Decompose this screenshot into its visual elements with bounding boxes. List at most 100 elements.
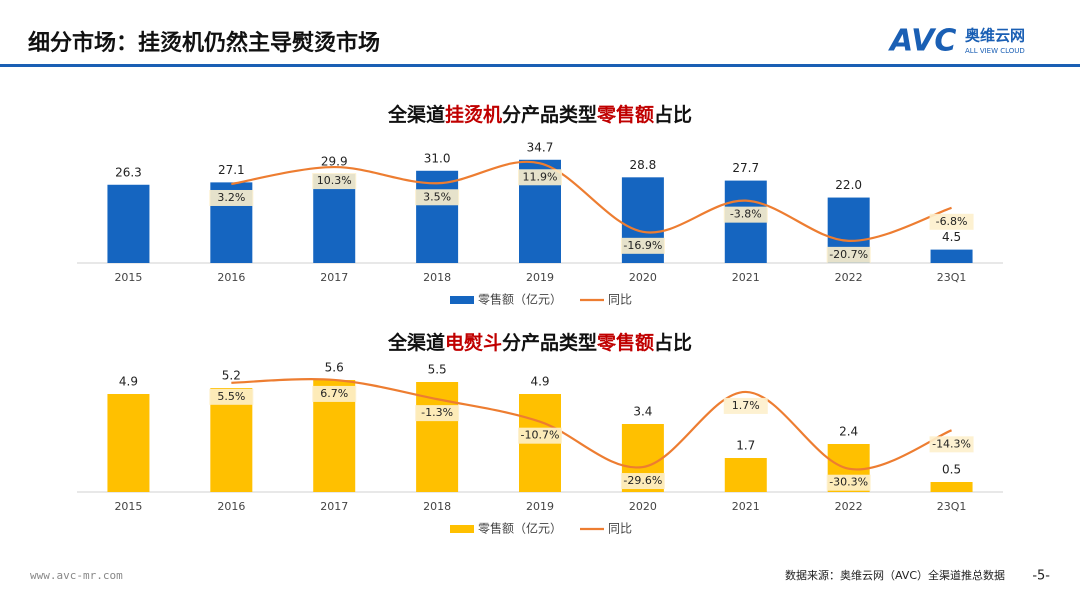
x-tick-label: 2015 [114, 500, 142, 513]
bar-value-label: 4.9 [119, 375, 138, 389]
x-tick-label: 2022 [835, 500, 863, 513]
line-value-label: -20.7% [829, 248, 868, 261]
bar [724, 458, 767, 492]
x-tick-label: 23Q1 [937, 500, 967, 513]
bar-value-label: 28.8 [630, 158, 657, 172]
bar-value-label: 22.0 [835, 178, 862, 192]
label-bg [209, 189, 254, 206]
label-bg [723, 397, 768, 414]
line-value-label: 5.5% [217, 390, 245, 403]
label-bg [723, 206, 768, 223]
label-bg [620, 237, 665, 254]
x-tick-label: 2021 [732, 500, 760, 513]
bar-value-label: 2.4 [839, 425, 858, 439]
bar [930, 249, 973, 263]
x-tick-label: 2019 [526, 500, 554, 513]
x-tick-label: 2020 [629, 271, 657, 284]
line-value-label: -16.9% [623, 239, 662, 252]
source: 数据来源：奥维云网（AVC）全渠道推总数据 [785, 568, 1005, 582]
line-value-label: -3.8% [730, 208, 762, 221]
bar-value-label: 5.5 [428, 363, 447, 377]
header-rule [0, 64, 1080, 67]
bar-value-label: 26.3 [115, 165, 142, 179]
bar-value-label: 0.5 [942, 463, 961, 477]
bar [930, 482, 973, 492]
x-tick-label: 2022 [835, 271, 863, 284]
x-tick-label: 2016 [217, 500, 245, 513]
label-bg [929, 436, 974, 453]
legend-label: 零售额（亿元） [478, 521, 562, 536]
website: www.avc-mr.com [30, 569, 123, 582]
logo-en: ALL VIEW CLOUD [965, 47, 1025, 55]
line-value-label: -14.3% [932, 437, 971, 450]
chart-title: 全渠道电熨斗分产品类型零售额占比 [387, 331, 692, 354]
logo-cn: 奥维云网 [965, 27, 1025, 45]
line-value-label: 1.7% [732, 399, 760, 412]
bar [107, 394, 150, 492]
bar-value-label: 3.4 [633, 405, 652, 419]
line [231, 160, 952, 242]
bar-value-label: 31.0 [424, 151, 451, 165]
line-value-label: -30.3% [829, 476, 868, 489]
label-bg [312, 173, 357, 190]
x-tick-label: 2021 [732, 271, 760, 284]
slide-title: 细分市场：挂烫机仍然主导熨烫市场 [28, 30, 380, 56]
bar-value-label: 1.7 [736, 439, 755, 453]
line-value-label: 3.5% [423, 190, 451, 203]
title-part: 占比 [654, 331, 692, 354]
x-tick-label: 23Q1 [937, 271, 967, 284]
line-value-label: 10.3% [317, 174, 352, 187]
line-value-label: 3.2% [217, 191, 245, 204]
x-tick-label: 2018 [423, 271, 451, 284]
x-tick-label: 2016 [217, 271, 245, 284]
legend-label: 同比 [608, 522, 632, 536]
bar [416, 170, 459, 263]
label-bg [415, 405, 460, 422]
line-value-label: -1.3% [421, 406, 453, 419]
bar [107, 184, 150, 263]
line-value-label: -6.8% [936, 215, 968, 228]
legend-swatch [450, 525, 474, 533]
bar [210, 388, 253, 492]
title-part: 分产品类型 [502, 103, 597, 126]
bar-value-label: 5.6 [325, 361, 344, 375]
bar [416, 382, 459, 492]
title-part: 挂烫机 [445, 103, 502, 126]
title-part: 全渠道 [387, 331, 445, 354]
bar-value-label: 4.5 [942, 230, 961, 244]
label-bg [826, 474, 871, 491]
label-bg [518, 169, 562, 186]
line-value-label: 11.9% [523, 170, 558, 183]
title-part: 全渠道 [387, 103, 445, 126]
x-tick-label: 2019 [526, 271, 554, 284]
bar-value-label: 34.7 [527, 140, 554, 154]
label-bg [415, 189, 460, 206]
title-part: 分产品类型 [502, 331, 597, 354]
line [231, 378, 952, 471]
page-number: -5- [1032, 569, 1050, 584]
line-value-label: -10.7% [521, 429, 560, 442]
x-tick-label: 2015 [114, 271, 142, 284]
bar-value-label: 29.9 [321, 155, 348, 169]
title-part: 零售额 [596, 331, 654, 354]
label-bg [929, 213, 974, 230]
x-tick-label: 2017 [320, 500, 348, 513]
logo: AVC [888, 24, 956, 59]
line-value-label: 6.7% [320, 387, 348, 400]
x-tick-label: 2018 [423, 500, 451, 513]
bar-value-label: 27.7 [732, 161, 759, 175]
title-part: 电熨斗 [445, 331, 502, 354]
legend-label: 同比 [608, 293, 632, 307]
line-value-label: -29.6% [623, 474, 662, 487]
bar-value-label: 27.1 [218, 163, 245, 177]
label-bg [209, 388, 254, 405]
title-part: 零售额 [596, 103, 654, 126]
bar-value-label: 4.9 [530, 375, 549, 389]
chart-title: 全渠道挂烫机分产品类型零售额占比 [387, 103, 692, 126]
x-tick-label: 2020 [629, 500, 657, 513]
label-bg [826, 246, 871, 263]
title-part: 占比 [654, 103, 692, 126]
legend-label: 零售额（亿元） [478, 292, 562, 307]
bar-value-label: 5.2 [222, 369, 241, 383]
